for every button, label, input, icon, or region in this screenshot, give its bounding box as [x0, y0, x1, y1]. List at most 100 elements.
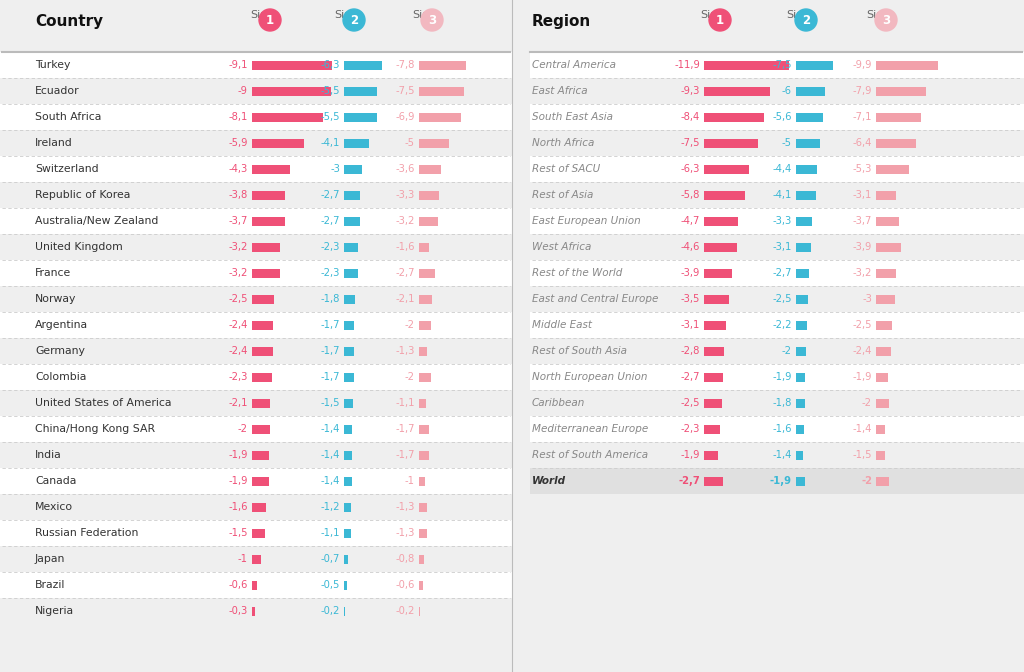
- Circle shape: [709, 9, 731, 31]
- Text: Republic of Korea: Republic of Korea: [35, 190, 130, 200]
- Text: -0,7: -0,7: [321, 554, 340, 564]
- FancyBboxPatch shape: [530, 468, 1024, 494]
- FancyBboxPatch shape: [419, 87, 464, 95]
- FancyBboxPatch shape: [344, 503, 351, 511]
- Text: Rest of SACU: Rest of SACU: [532, 164, 600, 174]
- FancyBboxPatch shape: [796, 60, 833, 69]
- Text: Sim: Sim: [412, 10, 433, 20]
- FancyBboxPatch shape: [252, 165, 290, 173]
- FancyBboxPatch shape: [344, 165, 362, 173]
- Text: Russian Federation: Russian Federation: [35, 528, 138, 538]
- Text: China/Hong Kong SAR: China/Hong Kong SAR: [35, 424, 155, 434]
- Text: Argentina: Argentina: [35, 320, 88, 330]
- FancyBboxPatch shape: [252, 321, 273, 329]
- FancyBboxPatch shape: [876, 138, 916, 147]
- Text: -5,3: -5,3: [853, 164, 872, 174]
- FancyBboxPatch shape: [705, 138, 758, 147]
- FancyBboxPatch shape: [705, 425, 721, 433]
- FancyBboxPatch shape: [252, 60, 332, 69]
- Circle shape: [874, 9, 897, 31]
- FancyBboxPatch shape: [419, 294, 432, 304]
- Text: -7,1: -7,1: [853, 112, 872, 122]
- FancyBboxPatch shape: [796, 294, 808, 304]
- Text: -1,6: -1,6: [395, 242, 415, 252]
- FancyBboxPatch shape: [530, 104, 1024, 130]
- FancyBboxPatch shape: [0, 494, 512, 520]
- FancyBboxPatch shape: [344, 554, 348, 564]
- Text: Sim: Sim: [250, 10, 271, 20]
- Text: -1,7: -1,7: [395, 424, 415, 434]
- FancyBboxPatch shape: [419, 528, 427, 538]
- Text: -4,3: -4,3: [228, 164, 248, 174]
- Text: Switzerland: Switzerland: [35, 164, 98, 174]
- FancyBboxPatch shape: [796, 112, 823, 122]
- FancyBboxPatch shape: [0, 182, 512, 208]
- FancyBboxPatch shape: [796, 476, 805, 485]
- Text: -2,3: -2,3: [228, 372, 248, 382]
- FancyBboxPatch shape: [419, 476, 425, 485]
- FancyBboxPatch shape: [344, 398, 353, 407]
- FancyBboxPatch shape: [530, 182, 1024, 208]
- FancyBboxPatch shape: [530, 364, 1024, 390]
- Text: -1,7: -1,7: [321, 320, 340, 330]
- FancyBboxPatch shape: [344, 294, 355, 304]
- FancyBboxPatch shape: [530, 260, 1024, 286]
- FancyBboxPatch shape: [252, 398, 270, 407]
- Text: -3,5: -3,5: [681, 294, 700, 304]
- FancyBboxPatch shape: [0, 572, 512, 598]
- FancyBboxPatch shape: [705, 269, 732, 278]
- Text: -1,7: -1,7: [395, 450, 415, 460]
- Text: India: India: [35, 450, 61, 460]
- Text: -2,7: -2,7: [321, 190, 340, 200]
- Text: Ireland: Ireland: [35, 138, 73, 148]
- Text: -2,7: -2,7: [681, 372, 700, 382]
- Text: Mexico: Mexico: [35, 502, 73, 512]
- FancyBboxPatch shape: [0, 416, 512, 442]
- FancyBboxPatch shape: [344, 269, 358, 278]
- FancyBboxPatch shape: [705, 476, 723, 485]
- FancyBboxPatch shape: [796, 269, 809, 278]
- Text: -5,5: -5,5: [321, 86, 340, 96]
- Text: -3,1: -3,1: [681, 320, 700, 330]
- Text: 1: 1: [266, 13, 274, 26]
- Text: Region: Region: [532, 14, 591, 29]
- FancyBboxPatch shape: [0, 468, 512, 494]
- Text: -1,1: -1,1: [395, 398, 415, 408]
- Text: -1,8: -1,8: [773, 398, 792, 408]
- FancyBboxPatch shape: [705, 372, 723, 382]
- FancyBboxPatch shape: [0, 78, 512, 104]
- FancyBboxPatch shape: [252, 87, 331, 95]
- FancyBboxPatch shape: [876, 321, 892, 329]
- Text: -3,2: -3,2: [228, 242, 248, 252]
- Text: -2,4: -2,4: [228, 346, 248, 356]
- Text: -3,2: -3,2: [228, 268, 248, 278]
- Text: -2: -2: [782, 346, 792, 356]
- Text: Ecuador: Ecuador: [35, 86, 80, 96]
- FancyBboxPatch shape: [344, 87, 377, 95]
- Text: -1,9: -1,9: [772, 372, 792, 382]
- FancyBboxPatch shape: [876, 450, 886, 460]
- FancyBboxPatch shape: [419, 138, 450, 147]
- FancyBboxPatch shape: [876, 87, 926, 95]
- Circle shape: [421, 9, 443, 31]
- FancyBboxPatch shape: [876, 398, 889, 407]
- Text: -2: -2: [861, 476, 872, 486]
- Text: Mediterranean Europe: Mediterranean Europe: [532, 424, 648, 434]
- FancyBboxPatch shape: [876, 190, 896, 200]
- Text: -6,3: -6,3: [321, 60, 340, 70]
- Text: -7,5: -7,5: [395, 86, 415, 96]
- Text: North Africa: North Africa: [532, 138, 594, 148]
- Text: Colombia: Colombia: [35, 372, 86, 382]
- FancyBboxPatch shape: [0, 234, 512, 260]
- FancyBboxPatch shape: [876, 476, 889, 485]
- FancyBboxPatch shape: [530, 286, 1024, 312]
- Circle shape: [343, 9, 365, 31]
- FancyBboxPatch shape: [252, 347, 273, 355]
- Text: East European Union: East European Union: [532, 216, 641, 226]
- FancyBboxPatch shape: [344, 190, 360, 200]
- FancyBboxPatch shape: [530, 78, 1024, 104]
- Text: -5,6: -5,6: [772, 112, 792, 122]
- FancyBboxPatch shape: [0, 52, 512, 78]
- Text: -1,3: -1,3: [395, 502, 415, 512]
- FancyBboxPatch shape: [0, 104, 512, 130]
